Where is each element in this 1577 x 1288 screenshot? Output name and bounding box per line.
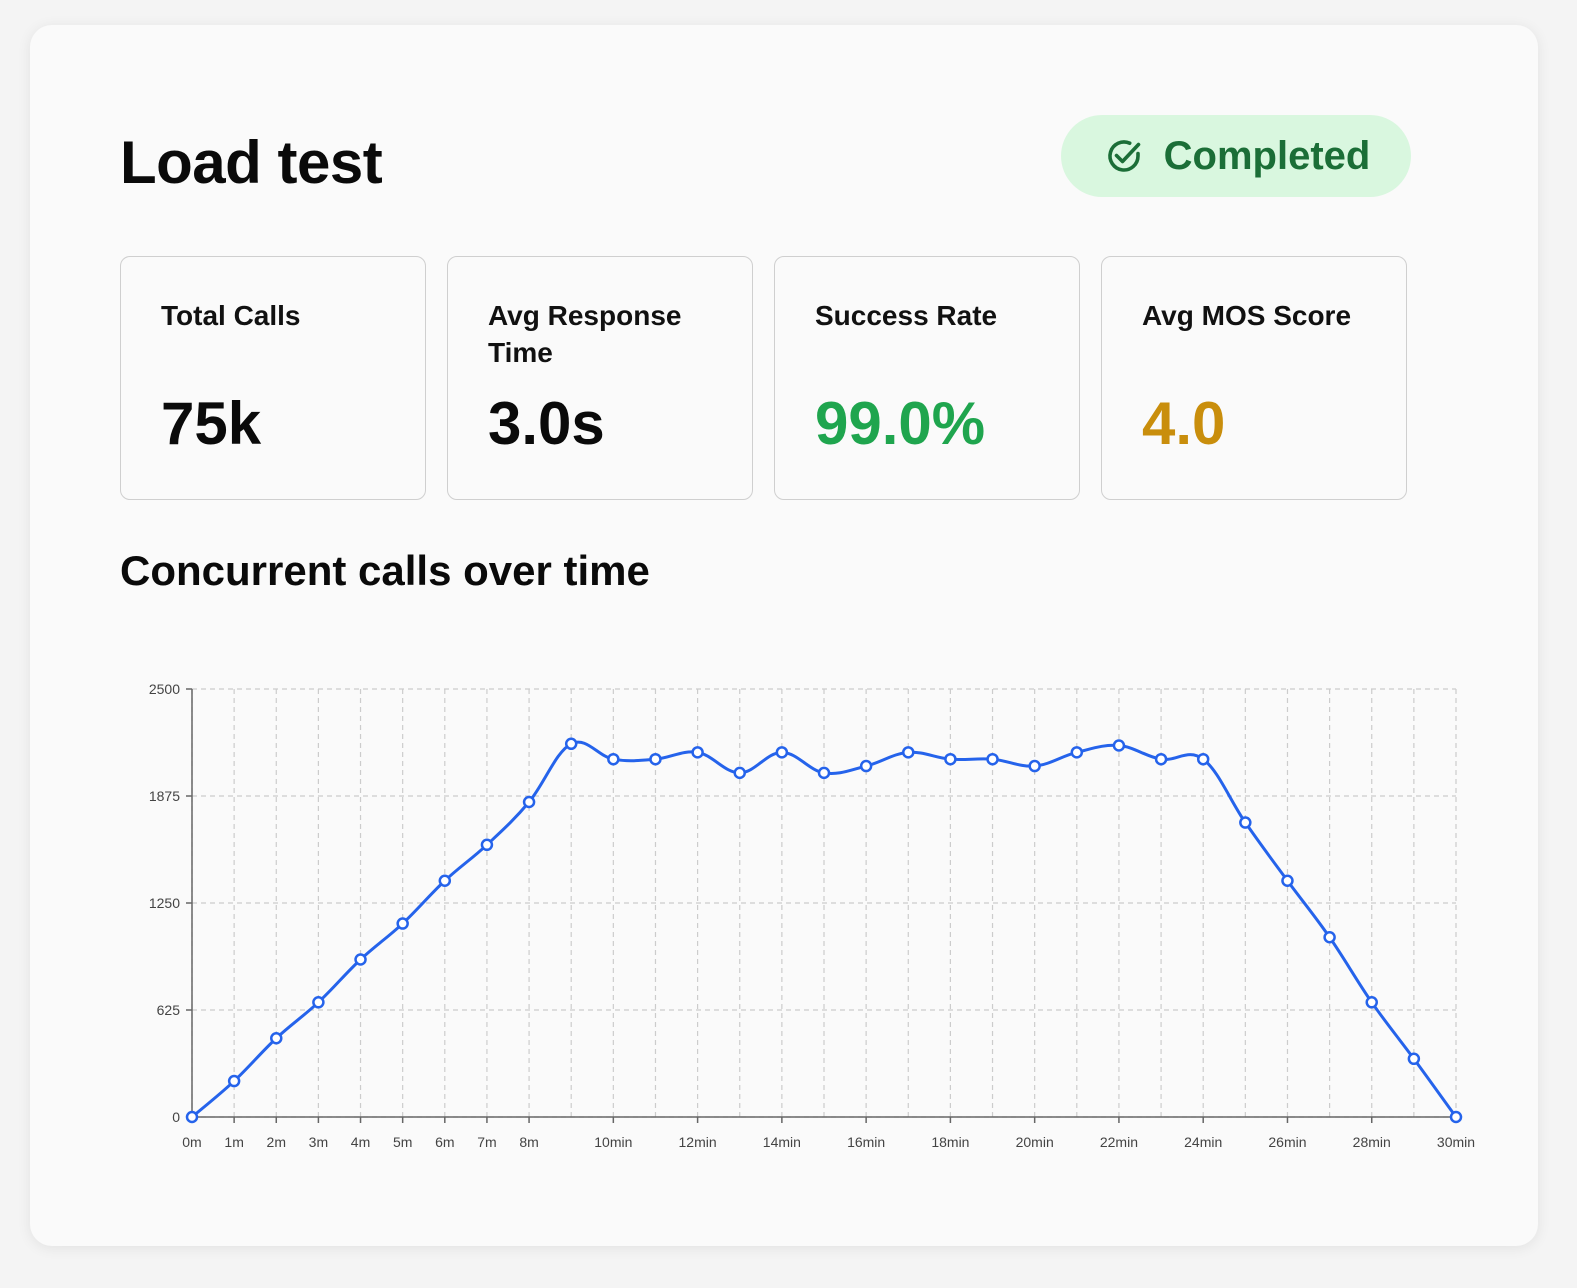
data-point (1112, 739, 1126, 752)
x-tick-label: 16min (847, 1134, 885, 1150)
data-point (859, 759, 873, 773)
data-point (1323, 930, 1336, 944)
data-point (1239, 816, 1252, 829)
x-tick-label: 22min (1100, 1134, 1138, 1150)
metric-card-avg-mos-score: Avg MOS Score 4.0 (1101, 256, 1407, 500)
x-tick-label: 24min (1184, 1134, 1222, 1150)
metric-card-success-rate: Success Rate 99.0% (774, 256, 1080, 500)
data-point (438, 874, 452, 887)
y-tick-label: 1250 (149, 895, 180, 911)
x-tick-label: 5m (393, 1134, 412, 1150)
data-point (312, 996, 325, 1009)
data-point (1449, 1110, 1463, 1124)
data-point (817, 766, 831, 780)
metric-value: 75k (161, 390, 262, 457)
data-point (270, 1031, 283, 1045)
page-title: Load test (120, 129, 383, 196)
x-tick-label: 7m (477, 1134, 496, 1150)
load-test-card (30, 25, 1538, 1246)
x-tick-label: 6m (435, 1134, 454, 1150)
y-tick-label: 625 (157, 1002, 181, 1018)
data-point (354, 953, 367, 966)
x-tick-label: 0m (182, 1134, 201, 1150)
data-point (564, 737, 578, 751)
x-tick-label: 10min (594, 1134, 632, 1150)
metric-label: Total Calls (161, 300, 301, 331)
data-point (607, 752, 620, 766)
chart-title: Concurrent calls over time (120, 547, 650, 594)
x-tick-label: 1m (224, 1134, 243, 1150)
data-point (396, 917, 409, 930)
data-point (691, 746, 704, 759)
x-tick-label: 2m (267, 1134, 286, 1150)
x-tick-label: 12min (679, 1134, 717, 1150)
data-point (1154, 752, 1168, 766)
data-point (649, 752, 662, 766)
y-tick-label: 0 (172, 1109, 180, 1125)
data-point (733, 766, 746, 780)
data-point (480, 838, 494, 852)
x-tick-label: 30min (1437, 1134, 1475, 1150)
x-tick-label: 26min (1268, 1134, 1306, 1150)
x-tick-label: 14min (763, 1134, 801, 1150)
data-point (1070, 746, 1084, 759)
metric-value: 4.0 (1142, 390, 1226, 457)
x-tick-label: 18min (931, 1134, 969, 1150)
data-point (902, 746, 915, 759)
y-tick-label: 2500 (149, 681, 180, 697)
check-circle-icon (1107, 140, 1140, 172)
data-point (1196, 752, 1210, 766)
x-tick-label: 4m (351, 1134, 370, 1150)
data-point (1365, 996, 1378, 1009)
metric-value: 99.0% (815, 390, 986, 457)
metric-label: Success Rate (815, 300, 998, 331)
data-point (1028, 759, 1041, 773)
metric-value: 3.0s (488, 390, 605, 457)
data-point (944, 752, 957, 766)
data-point (986, 752, 999, 766)
x-tick-label: 3m (309, 1134, 328, 1150)
y-tick-label: 1875 (149, 788, 180, 804)
metric-card-avg-response-time: Avg Response Time 3.0s (447, 256, 753, 500)
metric-label: Avg MOS Score (1142, 300, 1352, 331)
metric-label: Avg Response Time (488, 300, 682, 368)
x-tick-label: 8m (519, 1134, 538, 1150)
metric-card-total-calls: Total Calls 75k (120, 256, 426, 500)
data-point (227, 1074, 241, 1088)
x-tick-label: 20min (1016, 1134, 1054, 1150)
data-point (775, 746, 789, 759)
data-point (1281, 874, 1294, 887)
data-point (522, 795, 536, 809)
x-tick-label: 28min (1353, 1134, 1391, 1150)
status-badge: Completed (1061, 115, 1411, 197)
data-point (185, 1110, 199, 1124)
data-point (1407, 1052, 1421, 1066)
status-label: Completed (1163, 133, 1371, 178)
